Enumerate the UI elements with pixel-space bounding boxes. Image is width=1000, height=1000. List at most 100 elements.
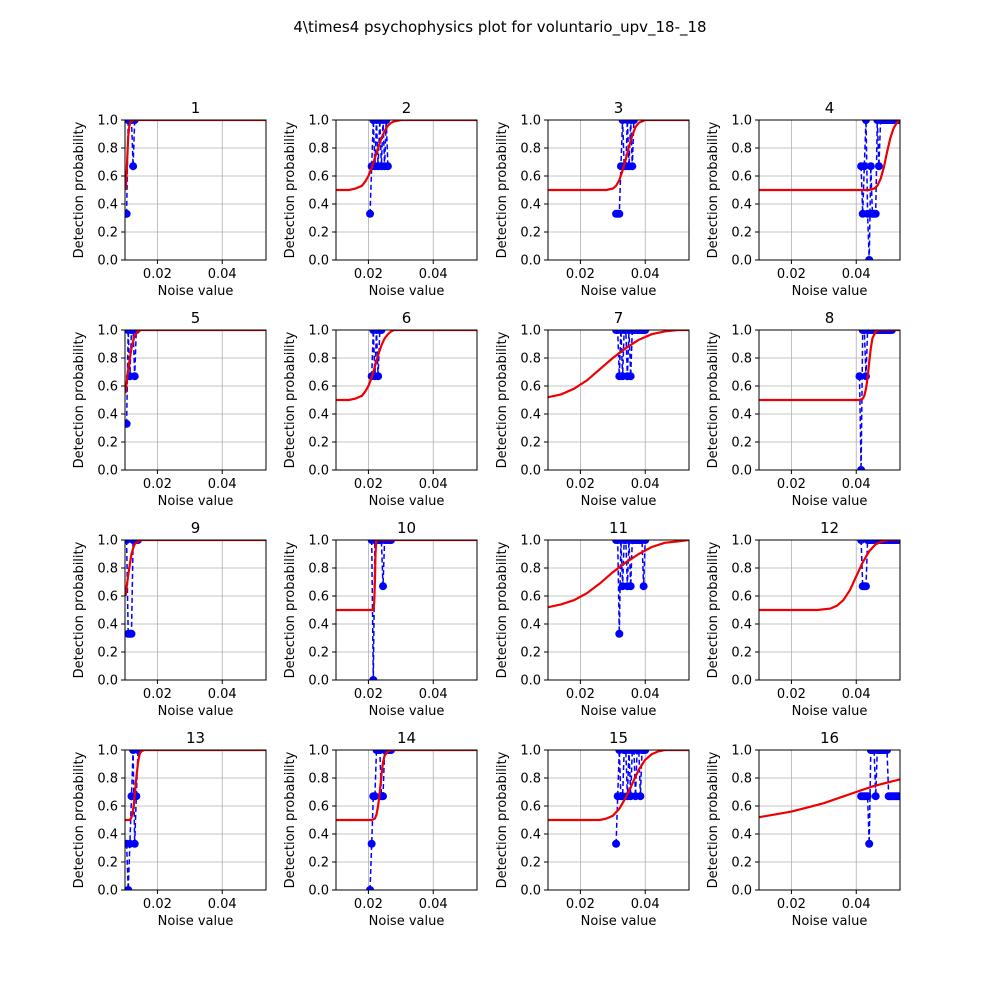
subplot-3: 0.02 0.04 0.0 0.2 0.4 0.6 0.8 1.0 3 Noise value De… (495, 99, 690, 299)
subplot-13: 0.02 0.04 0.0 0.2 0.4 0.6 0.8 1.0 13 Noise value D… (72, 729, 267, 929)
plot-area (336, 120, 477, 218)
x-tick-label: 0.04 (208, 267, 237, 282)
axes-frame (335, 749, 478, 891)
y-axis-label: Detection probability (495, 541, 510, 678)
fit-curve (548, 540, 689, 609)
data-point (860, 162, 869, 171)
y-tick-label: 0.6 (520, 800, 541, 815)
data-line (125, 540, 138, 635)
x-tick-label: 0.04 (419, 477, 448, 492)
x-axis-label: Noise value (158, 284, 234, 299)
y-tick-label: 0.8 (97, 142, 118, 157)
plot-area (759, 330, 900, 470)
x-axis-label: Noise value (581, 494, 657, 509)
y-tick-label: 1.0 (520, 534, 541, 549)
fit-curve (125, 120, 266, 191)
y-tick-label: 0.4 (97, 618, 118, 633)
subplot-title: 1 (191, 99, 201, 117)
x-tick-label: 0.04 (842, 687, 871, 702)
y-tick-label: 0.2 (97, 436, 118, 451)
y-tick-label: 0.0 (97, 254, 118, 269)
data-point (861, 582, 870, 591)
plot-area (125, 540, 266, 638)
subplot-title: 16 (820, 729, 839, 747)
data-point (383, 162, 392, 171)
axes-frame (758, 119, 901, 261)
y-tick-label: 1.0 (97, 744, 118, 759)
data-point (636, 792, 645, 801)
x-axis-label: Noise value (792, 494, 868, 509)
y-tick-label: 0.4 (308, 618, 329, 633)
y-tick-label: 0.4 (731, 828, 752, 843)
y-tick-label: 0.2 (97, 856, 118, 871)
y-tick-label: 0.8 (520, 562, 541, 577)
y-tick-label: 0.8 (308, 562, 329, 577)
data-point (894, 792, 900, 801)
data-point (125, 540, 131, 544)
x-tick-label: 0.02 (777, 897, 806, 912)
x-tick-label: 0.02 (354, 267, 383, 282)
y-axis-label: Detection probability (283, 121, 298, 258)
data-point (883, 750, 892, 754)
x-tick-label: 0.02 (143, 897, 172, 912)
y-tick-label: 0.8 (308, 772, 329, 787)
subplot-title: 13 (186, 729, 205, 747)
axes-frame (335, 539, 478, 681)
subplot-6: 0.02 0.04 0.0 0.2 0.4 0.6 0.8 1.0 6 Noise value De… (283, 309, 478, 509)
axes-frame (758, 329, 901, 471)
data-point (369, 676, 378, 680)
subplot-9: 0.02 0.04 0.0 0.2 0.4 0.6 0.8 1.0 9 Noise value De… (72, 519, 267, 719)
y-tick-label: 0.0 (97, 884, 118, 899)
axes-frame (547, 329, 690, 471)
data-point (374, 372, 383, 381)
y-tick-label: 0.6 (97, 380, 118, 395)
subplot-1: 0.02 0.04 0.0 0.2 0.4 0.6 0.8 1.0 1 Noise value De… (72, 99, 267, 299)
y-tick-label: 1.0 (731, 534, 752, 549)
y-axis-label: Detection probability (495, 331, 510, 468)
x-tick-label: 0.02 (777, 687, 806, 702)
data-point (130, 839, 139, 848)
y-tick-label: 0.2 (731, 856, 752, 871)
data-point (641, 750, 650, 754)
subplot-title: 12 (820, 519, 839, 537)
y-tick-label: 0.4 (97, 408, 118, 423)
plot-area (548, 750, 689, 848)
data-point (863, 792, 872, 801)
x-axis-label: Noise value (581, 914, 657, 929)
x-axis-label: Noise value (581, 284, 657, 299)
x-tick-label: 0.02 (143, 477, 172, 492)
y-tick-label: 0.2 (308, 226, 329, 241)
y-tick-label: 0.0 (308, 464, 329, 479)
y-tick-label: 0.4 (520, 618, 541, 633)
x-tick-label: 0.02 (354, 477, 383, 492)
y-axis-label: Detection probability (283, 541, 298, 678)
y-tick-label: 1.0 (308, 114, 329, 129)
y-tick-label: 0.0 (520, 884, 541, 899)
y-tick-label: 0.8 (97, 352, 118, 367)
data-point (865, 839, 874, 848)
data-point (628, 162, 637, 171)
axes-frame (335, 119, 478, 261)
y-tick-label: 0.8 (97, 772, 118, 787)
y-tick-label: 0.6 (97, 170, 118, 185)
y-tick-label: 0.6 (308, 380, 329, 395)
fit-curve (548, 330, 689, 399)
data-line (125, 750, 139, 890)
data-point (626, 582, 635, 591)
y-tick-label: 0.8 (731, 352, 752, 367)
x-tick-label: 0.02 (566, 477, 595, 492)
data-point (861, 120, 870, 124)
axes-frame (124, 329, 267, 471)
y-tick-label: 0.6 (308, 170, 329, 185)
data-line (369, 120, 389, 214)
y-axis-label: Detection probability (283, 751, 298, 888)
y-tick-label: 0.2 (97, 646, 118, 661)
data-point (871, 792, 880, 801)
fit-curve (759, 540, 900, 612)
plot-area (759, 120, 900, 260)
data-point (871, 209, 880, 218)
y-tick-label: 1.0 (97, 324, 118, 339)
axes-frame (124, 749, 267, 891)
y-tick-label: 0.2 (97, 226, 118, 241)
subplot-title: 6 (402, 309, 412, 327)
